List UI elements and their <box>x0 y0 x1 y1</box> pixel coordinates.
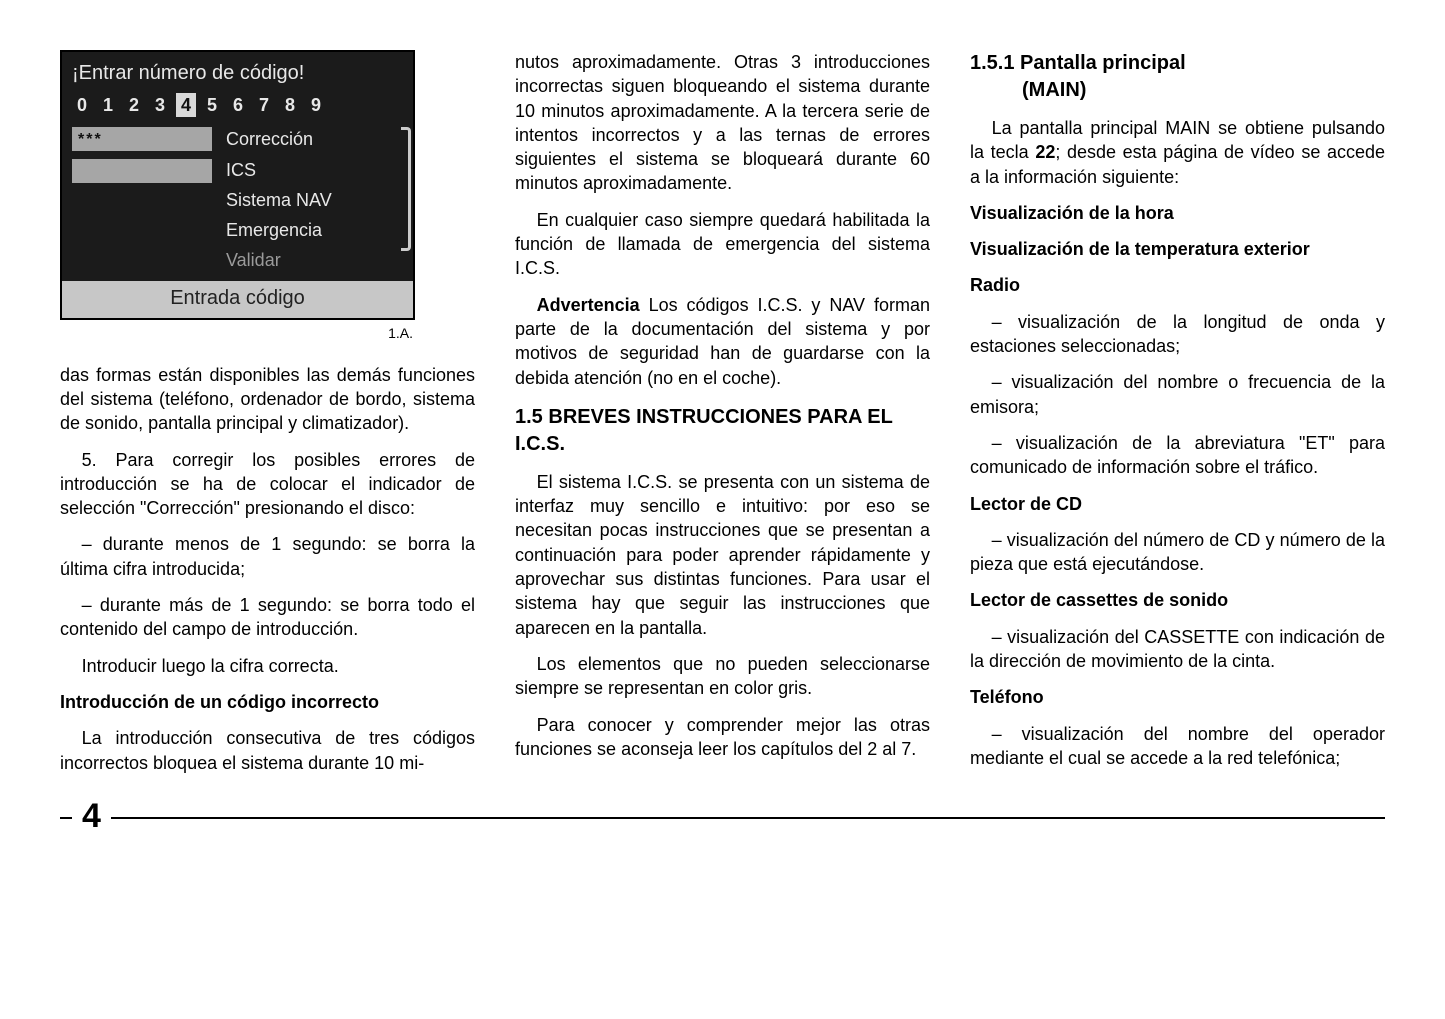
paragraph: 5. Para corregir los posibles errores de… <box>60 448 475 521</box>
column-2: nutos aproximadamente. Otras 3 introducc… <box>515 50 930 787</box>
label-correccion: Corrección <box>226 127 403 151</box>
subsection-heading: 1.5.1 Pantalla principal (MAIN) <box>970 50 1385 104</box>
paragraph: – visualización del nombre o frecuencia … <box>970 370 1385 419</box>
paragraph: das formas están disponibles las demás f… <box>60 363 475 436</box>
subheading: Lector de cassettes de sonido <box>970 588 1385 612</box>
label-emergencia: Emergencia <box>226 218 403 242</box>
label-ics: ICS <box>226 158 403 182</box>
digit-9: 9 <box>306 93 326 117</box>
paragraph: La pantalla principal MAIN se obtiene pu… <box>970 116 1385 189</box>
section-heading: 1.5 BREVES INSTRUCCIONES PARA EL I.C.S. <box>515 404 930 458</box>
screen-title: ¡Entrar número de código! <box>62 52 413 93</box>
screen-menu: *** Corrección ICS Sistema NAV Emergenci… <box>62 123 413 280</box>
digit-2: 2 <box>124 93 144 117</box>
section-title: BREVES INSTRUCCIONES PARA EL I.C.S. <box>515 406 893 455</box>
subsection-number: 1.5.1 <box>970 52 1014 74</box>
paragraph: – visualización del nombre del operador … <box>970 722 1385 771</box>
digits-row: 0123456789 <box>62 93 413 123</box>
menu-labels: Corrección ICS Sistema NAV Emergencia Va… <box>226 127 403 272</box>
page-footer: 4 <box>60 817 1385 819</box>
digit-5: 5 <box>202 93 222 117</box>
digit-8: 8 <box>280 93 300 117</box>
subsection-title-b: (MAIN) <box>1022 77 1385 104</box>
section-number: 1.5 <box>515 404 543 431</box>
paragraph: – visualización de la longitud de onda y… <box>970 310 1385 359</box>
advertencia-label: Advertencia <box>537 295 640 315</box>
paragraph: – durante más de 1 segundo: se borra tod… <box>60 593 475 642</box>
label-nav: Sistema NAV <box>226 188 403 212</box>
digit-7: 7 <box>254 93 274 117</box>
bracket-icon <box>401 127 411 250</box>
paragraph: En cualquier caso siempre quedará habili… <box>515 208 930 281</box>
digit-6: 6 <box>228 93 248 117</box>
code-field: *** <box>72 127 212 151</box>
paragraph: Introducir luego la cifra correcta. <box>60 654 475 678</box>
figure-caption: 1.A. <box>60 320 415 357</box>
digit-4: 4 <box>176 93 196 117</box>
label-validar: Validar <box>226 248 403 272</box>
subheading: Teléfono <box>970 685 1385 709</box>
digit-0: 0 <box>72 93 92 117</box>
paragraph: El sistema I.C.S. se presenta con un sis… <box>515 470 930 640</box>
subheading: Lector de CD <box>970 492 1385 516</box>
paragraph: – visualización de la abreviatura "ET" p… <box>970 431 1385 480</box>
key-22: 22 <box>1035 142 1055 162</box>
paragraph: Advertencia Los códigos I.C.S. y NAV for… <box>515 293 930 390</box>
page-number: 4 <box>72 797 111 836</box>
subheading: Introducción de un código incorrecto <box>60 690 475 714</box>
input-fields: *** <box>72 127 212 272</box>
paragraph: – durante menos de 1 segundo: se borra l… <box>60 532 475 581</box>
subsection-title-a: Pantalla principal <box>1020 52 1186 74</box>
paragraph: – visualización del CASSETTE con indicac… <box>970 625 1385 674</box>
paragraph: – visualización del número de CD y númer… <box>970 528 1385 577</box>
screen-figure: ¡Entrar número de código! 0123456789 ***… <box>60 50 475 357</box>
column-1: ¡Entrar número de código! 0123456789 ***… <box>60 50 475 787</box>
page: ¡Entrar número de código! 0123456789 ***… <box>60 50 1385 787</box>
empty-field <box>72 159 212 183</box>
screen-footer: Entrada código <box>62 281 413 318</box>
subheading: Radio <box>970 273 1385 297</box>
digit-3: 3 <box>150 93 170 117</box>
subheading: Visualización de la hora <box>970 201 1385 225</box>
digit-1: 1 <box>98 93 118 117</box>
column-3: 1.5.1 Pantalla principal (MAIN) La panta… <box>970 50 1385 787</box>
paragraph: Los elementos que no pueden seleccionars… <box>515 652 930 701</box>
paragraph: La introducción consecutiva de tres códi… <box>60 726 475 775</box>
subheading: Visualización de la temperatura exterior <box>970 237 1385 261</box>
paragraph: Para conocer y comprender mejor las otra… <box>515 713 930 762</box>
paragraph: nutos aproximadamente. Otras 3 introducc… <box>515 50 930 196</box>
ics-screen: ¡Entrar número de código! 0123456789 ***… <box>60 50 415 320</box>
